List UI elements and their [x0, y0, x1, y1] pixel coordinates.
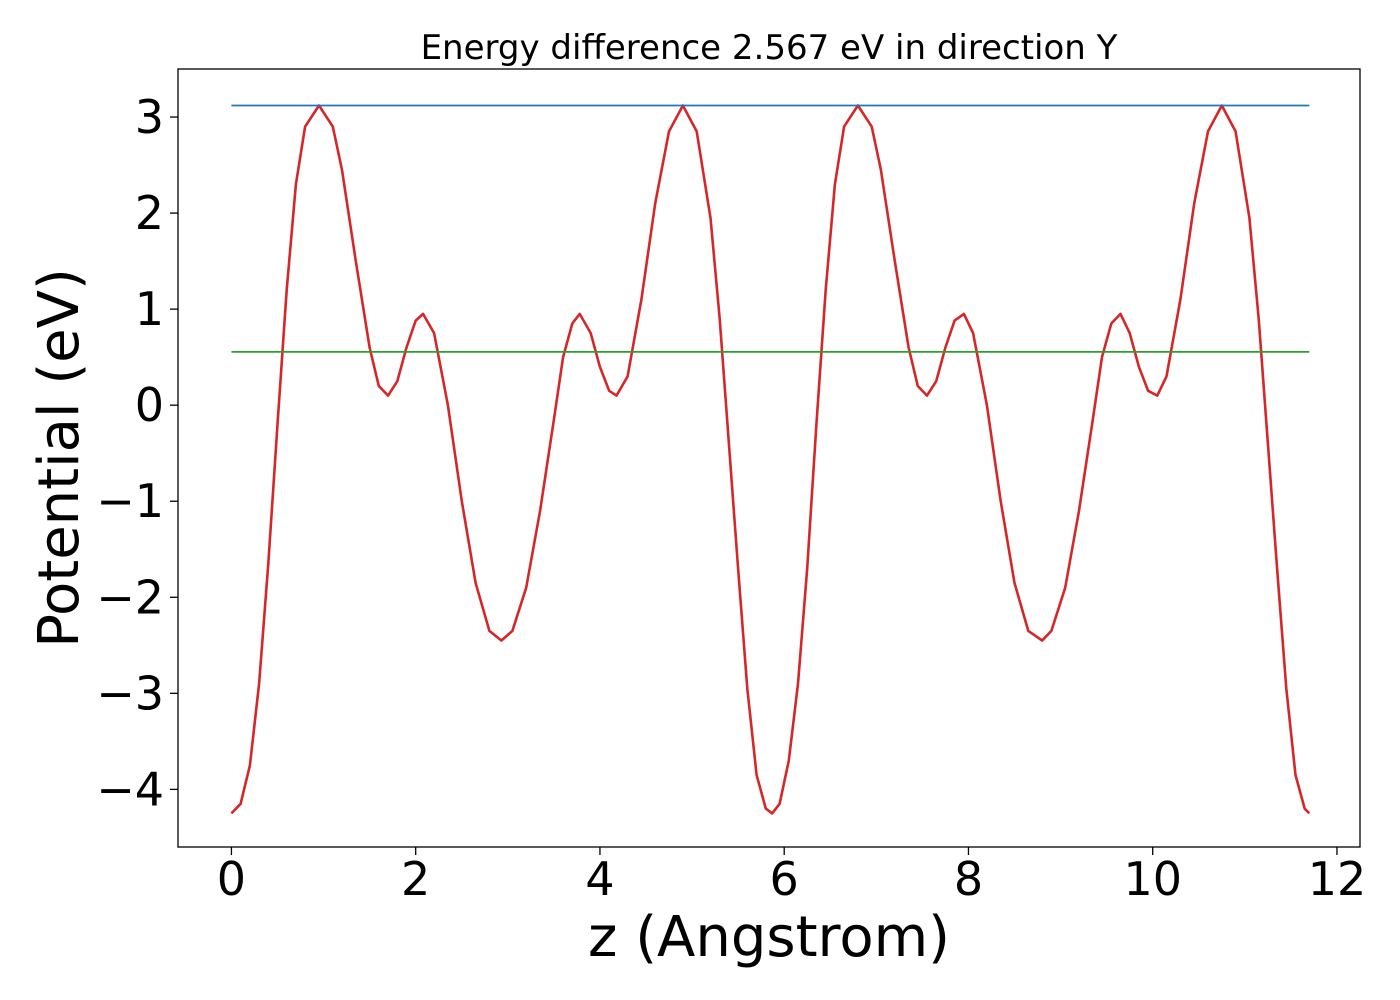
x-tick-label: 6 [770, 852, 799, 906]
y-axis-ticks: −4 −3 −2 −1 0 1 2 3 [96, 90, 178, 816]
x-tick-label: 8 [954, 852, 983, 906]
y-tick-label: −3 [96, 666, 164, 720]
x-tick-label: 10 [1123, 852, 1182, 906]
y-tick-label: 2 [135, 186, 164, 240]
x-tick-label: 4 [585, 852, 614, 906]
y-axis-label: Potential (eV) [27, 268, 92, 648]
y-tick-label: −2 [96, 570, 164, 624]
x-axis-label: z (Angstrom) [588, 905, 950, 970]
y-tick-label: 1 [135, 282, 164, 336]
x-axis-ticks: 0 2 4 6 8 10 12 [217, 847, 1366, 906]
y-tick-label: −4 [96, 762, 164, 816]
y-tick-label: −1 [96, 474, 164, 528]
series-layer [230, 104, 1311, 815]
x-tick-label: 0 [217, 852, 246, 906]
y-tick-label: 0 [135, 378, 164, 432]
series-line-1 [230, 104, 1311, 815]
x-tick-label: 2 [401, 852, 430, 906]
y-tick-label: 3 [135, 90, 164, 144]
chart-title: Energy difference 2.567 eV in direction … [421, 28, 1118, 68]
x-tick-label: 12 [1308, 852, 1367, 906]
plot-frame [177, 68, 1361, 848]
